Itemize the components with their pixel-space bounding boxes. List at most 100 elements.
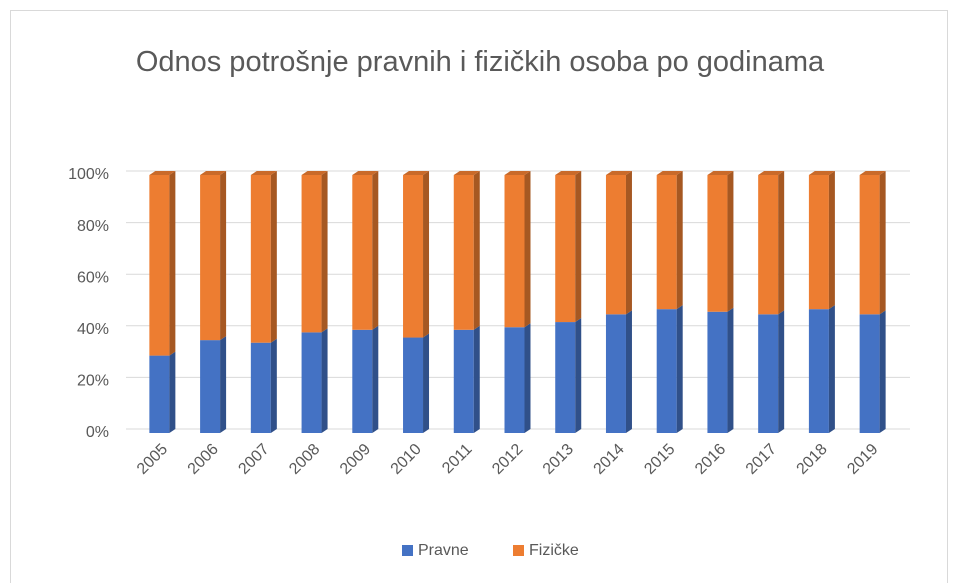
bar-side bbox=[169, 171, 176, 356]
bar-side bbox=[727, 171, 734, 312]
bar-side bbox=[473, 171, 480, 330]
bar-side bbox=[778, 310, 785, 433]
x-tick-label: 2005 bbox=[134, 441, 171, 478]
legend-swatch bbox=[402, 545, 413, 556]
bar bbox=[656, 309, 677, 433]
bar-top bbox=[352, 171, 379, 175]
x-tick-label: 2009 bbox=[337, 441, 374, 478]
bar-side bbox=[372, 325, 379, 433]
bar bbox=[758, 314, 779, 433]
bar-top bbox=[605, 171, 632, 175]
bar bbox=[555, 322, 576, 433]
bar bbox=[352, 175, 373, 330]
x-tick-label: 2010 bbox=[388, 441, 425, 478]
bar-top bbox=[453, 171, 480, 175]
x-tick-label: 2013 bbox=[540, 441, 577, 478]
x-tick-label: 2008 bbox=[286, 441, 323, 478]
bar-side bbox=[676, 305, 683, 433]
bar bbox=[200, 340, 221, 433]
bar-side bbox=[625, 310, 632, 433]
bar-top bbox=[250, 171, 277, 175]
bar bbox=[453, 175, 474, 330]
x-tick-label: 2019 bbox=[844, 441, 881, 478]
bar-top bbox=[555, 171, 582, 175]
x-tick-label: 2012 bbox=[489, 441, 526, 478]
y-tick-label: 40% bbox=[77, 321, 109, 338]
bar-side bbox=[270, 171, 277, 343]
chart-border bbox=[10, 10, 948, 583]
x-tick-label: 2011 bbox=[439, 441, 475, 477]
x-tick-label: 2014 bbox=[591, 441, 628, 478]
bar bbox=[301, 175, 322, 333]
legend-label: Pravne bbox=[418, 542, 469, 559]
bar bbox=[605, 314, 626, 433]
x-tick-label: 2017 bbox=[743, 441, 780, 478]
bar bbox=[707, 175, 728, 312]
bar-top bbox=[301, 171, 328, 175]
bar-side bbox=[524, 171, 531, 328]
y-tick-label: 80% bbox=[77, 218, 109, 235]
x-tick-label: 2018 bbox=[794, 441, 831, 478]
x-tick-label: 2016 bbox=[692, 441, 729, 478]
y-tick-label: 60% bbox=[77, 269, 109, 286]
bar-side bbox=[828, 171, 835, 310]
bar-top bbox=[403, 171, 430, 175]
bar-side bbox=[879, 171, 886, 315]
bar-side bbox=[778, 171, 785, 315]
legend-label: Fizičke bbox=[529, 542, 579, 559]
bar-top bbox=[859, 171, 886, 175]
bar-side bbox=[676, 171, 683, 310]
bar-side bbox=[879, 310, 886, 433]
bar bbox=[504, 327, 525, 433]
bar-side bbox=[321, 171, 328, 333]
x-tick-label: 2007 bbox=[235, 441, 272, 478]
bar-side bbox=[828, 305, 835, 433]
bar-side bbox=[169, 351, 176, 433]
bar bbox=[758, 175, 779, 315]
legend-swatch bbox=[513, 545, 524, 556]
bar-top bbox=[149, 171, 176, 175]
bar bbox=[808, 175, 829, 310]
bar-top bbox=[200, 171, 227, 175]
bar bbox=[250, 175, 271, 343]
bar bbox=[656, 175, 677, 310]
bar bbox=[403, 175, 424, 338]
bar-side bbox=[727, 307, 734, 433]
bar-top bbox=[656, 171, 683, 175]
bar-top bbox=[707, 171, 734, 175]
bar-side bbox=[473, 325, 480, 433]
y-tick-label: 100% bbox=[68, 166, 109, 183]
x-tick-label: 2015 bbox=[641, 441, 678, 478]
bar-side bbox=[524, 323, 531, 433]
y-tick-label: 0% bbox=[86, 424, 109, 441]
bar bbox=[200, 175, 221, 341]
bar-top bbox=[758, 171, 785, 175]
bar-side bbox=[220, 336, 227, 433]
chart-title: Odnos potrošnje pravnih i fizičkih osoba… bbox=[135, 46, 825, 78]
bar bbox=[149, 175, 170, 356]
bar-side bbox=[625, 171, 632, 315]
bar-top bbox=[808, 171, 835, 175]
bar bbox=[707, 311, 728, 433]
bar bbox=[250, 342, 271, 433]
bar-side bbox=[575, 171, 582, 323]
bar bbox=[403, 337, 424, 433]
bar bbox=[149, 355, 170, 433]
bar-side bbox=[575, 318, 582, 433]
bar-top bbox=[504, 171, 531, 175]
bar bbox=[453, 329, 474, 433]
bar bbox=[859, 175, 880, 315]
bar bbox=[859, 314, 880, 433]
bar-side bbox=[423, 333, 430, 433]
bar bbox=[301, 332, 322, 433]
y-tick-label: 20% bbox=[77, 373, 109, 390]
bar-side bbox=[372, 171, 379, 330]
bar bbox=[555, 175, 576, 323]
bar bbox=[605, 175, 626, 315]
x-tick-label: 2006 bbox=[185, 441, 222, 478]
bar-side bbox=[220, 171, 227, 341]
bar-side bbox=[270, 338, 277, 433]
bar bbox=[352, 329, 373, 433]
